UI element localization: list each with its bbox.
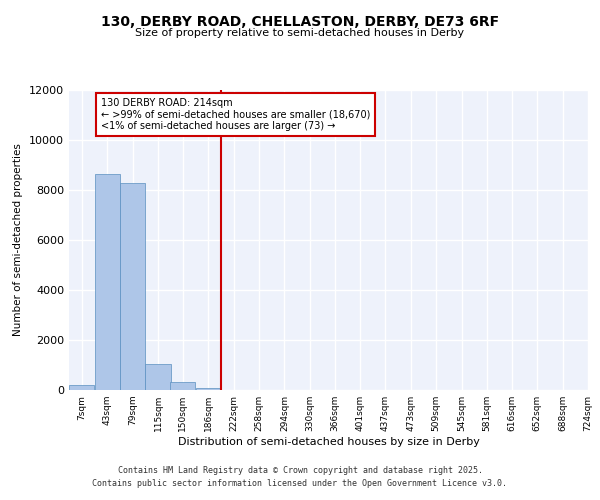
Y-axis label: Number of semi-detached properties: Number of semi-detached properties — [13, 144, 23, 336]
Text: 130, DERBY ROAD, CHELLASTON, DERBY, DE73 6RF: 130, DERBY ROAD, CHELLASTON, DERBY, DE73… — [101, 15, 499, 29]
Text: Size of property relative to semi-detached houses in Derby: Size of property relative to semi-detach… — [136, 28, 464, 38]
Bar — [170, 382, 195, 390]
Bar — [95, 174, 119, 390]
X-axis label: Distribution of semi-detached houses by size in Derby: Distribution of semi-detached houses by … — [178, 437, 479, 447]
Bar — [120, 182, 145, 390]
Bar — [69, 385, 94, 390]
Bar — [145, 364, 170, 390]
Text: 130 DERBY ROAD: 214sqm
← >99% of semi-detached houses are smaller (18,670)
<1% o: 130 DERBY ROAD: 214sqm ← >99% of semi-de… — [101, 98, 370, 130]
Text: Contains HM Land Registry data © Crown copyright and database right 2025.
Contai: Contains HM Land Registry data © Crown c… — [92, 466, 508, 487]
Bar — [196, 388, 221, 390]
